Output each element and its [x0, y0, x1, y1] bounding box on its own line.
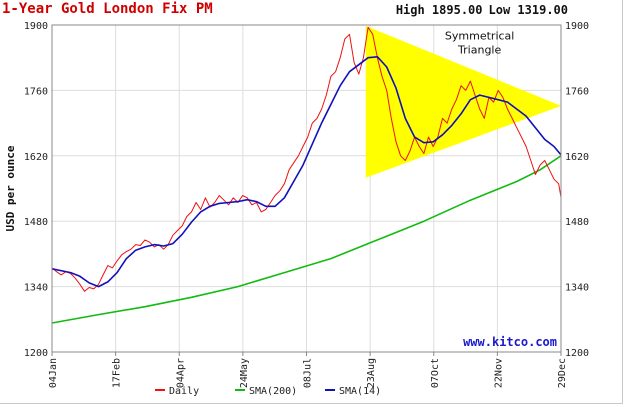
y-tick-label-left: 1760	[24, 86, 48, 97]
series-line-sma-14	[51, 55, 562, 288]
y-tick-label-left: 1900	[24, 21, 48, 32]
legend-label: Daily	[169, 386, 199, 397]
y-axis-label: USD per ounce	[4, 145, 17, 231]
y-tick-label-right: 1760	[565, 86, 589, 97]
legend-label: SMA(14)	[339, 386, 381, 397]
high-value: High 1895.00	[395, 3, 483, 17]
y-tick-label-right: 1200	[565, 348, 589, 359]
y-tick-label-left: 1620	[24, 152, 48, 163]
triangle-label-line2: Triangle	[457, 43, 501, 56]
triangle-label-line1: Symmetrical	[445, 29, 514, 42]
x-axis: 04Jan 17Feb 04Apr 24May 08Jul 23Aug 07Oct 22Nov…	[48, 352, 568, 388]
high-low-readout: High 1895.00 Low 1319.00	[396, 3, 568, 17]
x-tick-label: 04Jan	[48, 358, 59, 388]
low-value: Low 1319.00	[488, 3, 568, 17]
series-line-daily	[51, 26, 562, 292]
y-tick-label-right: 1480	[565, 217, 589, 228]
y-axis-right: 1200 1340 1480 1620 1760 1900	[565, 21, 589, 359]
x-tick-label: 07Oct	[430, 358, 441, 388]
y-tick-label-right: 1340	[565, 283, 589, 294]
y-tick-label-right: 1620	[565, 152, 589, 163]
x-tick-label: 04Apr	[175, 358, 186, 388]
x-tick-label: 08Jul	[303, 358, 314, 388]
y-tick-label-right: 1900	[565, 21, 589, 32]
legend: Daily SMA(200) SMA(14)	[155, 386, 381, 397]
x-tick-label: 29Dec	[557, 358, 568, 388]
x-tick-label: 17Feb	[112, 358, 123, 388]
y-tick-label-left: 1200	[24, 348, 48, 359]
x-tick-label: 23Aug	[366, 358, 377, 388]
x-tick-label: 22Nov	[493, 358, 504, 388]
y-tick-label-left: 1480	[24, 217, 48, 228]
y-tick-label-left: 1340	[24, 283, 48, 294]
symmetrical-triangle-shape	[365, 25, 561, 178]
series-lines	[51, 26, 562, 324]
series-line-sma-200	[51, 155, 562, 324]
x-tick-label: 24May	[239, 358, 250, 388]
y-axis-left: 1200 1340 1480 1620 1760 1900	[24, 21, 48, 359]
legend-label: SMA(200)	[249, 386, 297, 397]
kitco-watermark: www.kitco.com	[463, 335, 557, 349]
chart-title: 1-Year Gold London Fix PM	[2, 1, 213, 17]
